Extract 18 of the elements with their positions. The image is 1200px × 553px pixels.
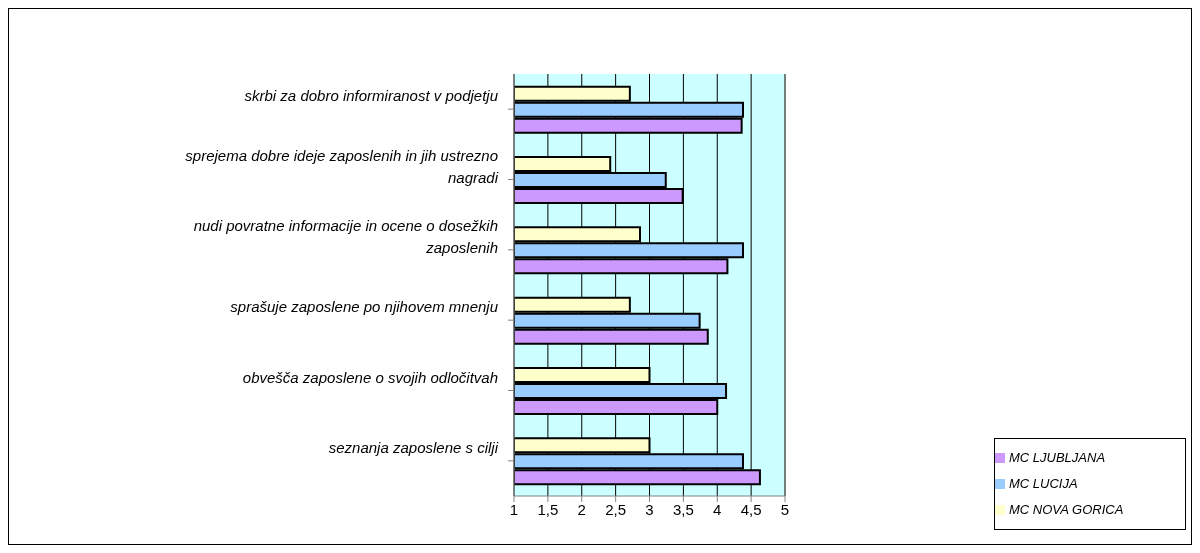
legend-label: MC LJUBLJANA bbox=[1009, 450, 1106, 465]
legend-label: MC NOVA GORICA bbox=[1009, 502, 1124, 517]
x-tick-label: 3 bbox=[645, 500, 654, 518]
x-tick-label: 4,5 bbox=[740, 500, 762, 518]
x-tick-label: 2 bbox=[577, 500, 586, 518]
y-tick-label: sprejema dobre ideje zaposlenih in jih ustrezno nagradi bbox=[185, 146, 499, 186]
x-tick-label: 5 bbox=[780, 500, 790, 518]
y-tick-label: sprašuje zaposlene po njihovem mnenju bbox=[230, 298, 499, 316]
legend-label: MC LUCIJA bbox=[1009, 476, 1078, 491]
x-tick-label: 3,5 bbox=[672, 500, 694, 518]
x-tick-label: 4 bbox=[713, 500, 722, 518]
x-tick-label: 1 bbox=[509, 500, 519, 518]
x-tick-label: 1,5 bbox=[537, 500, 559, 518]
x-tick-label: 2,5 bbox=[605, 500, 627, 518]
y-tick-label: obvešča zaposlene o svojih odločitvah bbox=[242, 368, 498, 386]
y-tick-label: skrbi za dobro informiranost v podjetju bbox=[244, 87, 499, 105]
y-tick-label: seznanja zaposlene s cilji bbox=[328, 438, 499, 456]
y-tick-label: nudi povratne informacije in ocene o dosežkih zaposlenih bbox=[193, 216, 498, 256]
